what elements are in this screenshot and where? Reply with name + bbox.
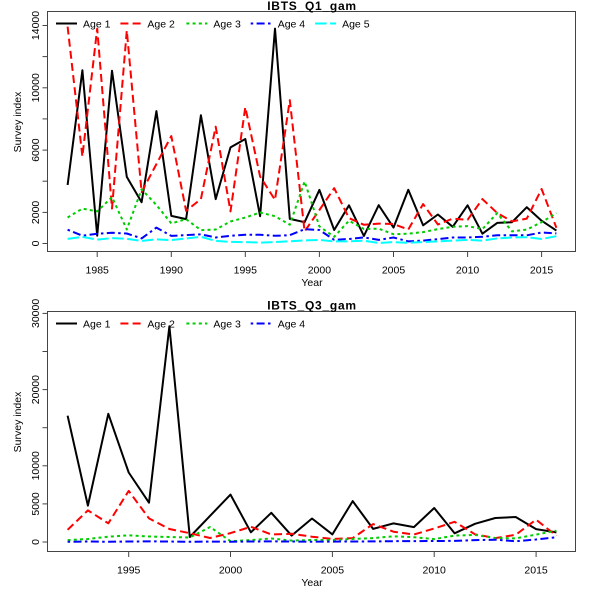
svg-text:Age 1: Age 1 <box>83 318 111 330</box>
svg-text:2005: 2005 <box>382 265 406 277</box>
svg-text:IBTS_Q1_gam: IBTS_Q1_gam <box>267 0 357 13</box>
svg-text:2010: 2010 <box>456 265 480 277</box>
svg-text:Age 5: Age 5 <box>342 18 370 30</box>
svg-text:30000: 30000 <box>30 299 42 328</box>
svg-text:10000: 10000 <box>30 451 42 480</box>
svg-text:0: 0 <box>30 240 42 246</box>
svg-text:2000: 2000 <box>219 565 243 577</box>
svg-text:Age 1: Age 1 <box>83 18 111 30</box>
svg-text:1995: 1995 <box>117 565 141 577</box>
svg-text:5000: 5000 <box>30 492 42 516</box>
svg-text:10000: 10000 <box>30 73 42 102</box>
svg-text:1990: 1990 <box>160 265 184 277</box>
svg-text:1995: 1995 <box>234 265 258 277</box>
svg-text:2000: 2000 <box>308 265 332 277</box>
svg-text:Age 3: Age 3 <box>213 18 241 30</box>
svg-text:2005: 2005 <box>321 565 345 577</box>
svg-text:Age 2: Age 2 <box>147 318 175 330</box>
svg-text:2010: 2010 <box>423 565 447 577</box>
svg-text:Age 2: Age 2 <box>147 18 175 30</box>
svg-text:2000: 2000 <box>30 201 42 225</box>
svg-text:14000: 14000 <box>30 11 42 40</box>
svg-text:2015: 2015 <box>524 565 548 577</box>
svg-text:Year: Year <box>301 577 323 589</box>
svg-text:1985: 1985 <box>86 265 110 277</box>
svg-text:2015: 2015 <box>530 265 554 277</box>
svg-text:6000: 6000 <box>30 138 42 162</box>
svg-text:Year: Year <box>301 277 323 289</box>
svg-text:Age 4: Age 4 <box>278 318 306 330</box>
svg-text:Survey index: Survey index <box>12 91 24 152</box>
svg-text:Age 3: Age 3 <box>213 318 241 330</box>
svg-text:20000: 20000 <box>30 375 42 404</box>
svg-text:Survey index: Survey index <box>12 391 24 452</box>
svg-text:Age 4: Age 4 <box>278 18 306 30</box>
svg-text:IBTS_Q3_gam: IBTS_Q3_gam <box>267 299 357 313</box>
svg-text:0: 0 <box>30 539 42 545</box>
